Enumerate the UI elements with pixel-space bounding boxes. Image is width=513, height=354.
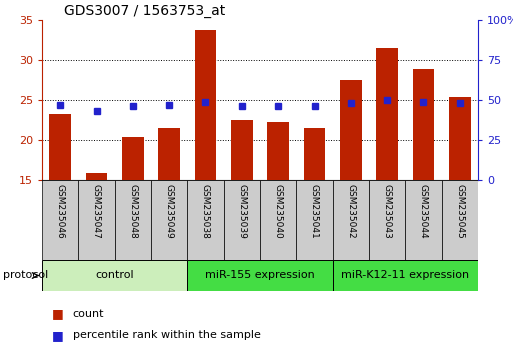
Bar — [369, 180, 405, 260]
Bar — [412, 69, 435, 180]
Bar — [376, 48, 398, 180]
Text: GSM235042: GSM235042 — [346, 184, 356, 239]
Bar — [42, 180, 78, 260]
Bar — [86, 173, 107, 180]
Text: GSM235039: GSM235039 — [238, 184, 246, 239]
Text: GSM235046: GSM235046 — [56, 184, 65, 239]
Bar — [115, 180, 151, 260]
Text: control: control — [95, 270, 134, 280]
Bar — [304, 128, 325, 180]
Bar — [267, 122, 289, 180]
Bar — [231, 120, 253, 180]
Text: GSM235041: GSM235041 — [310, 184, 319, 239]
Bar — [405, 180, 442, 260]
Text: ■: ■ — [52, 308, 64, 320]
Text: GSM235045: GSM235045 — [456, 184, 464, 239]
Bar — [224, 180, 260, 260]
Bar — [340, 80, 362, 180]
Text: GSM235048: GSM235048 — [128, 184, 137, 239]
Text: ■: ■ — [52, 329, 64, 342]
Text: GSM235044: GSM235044 — [419, 184, 428, 239]
Bar — [332, 260, 478, 291]
Text: GSM235043: GSM235043 — [383, 184, 391, 239]
Bar — [122, 137, 144, 180]
Text: GSM235038: GSM235038 — [201, 184, 210, 239]
Bar — [78, 180, 115, 260]
Text: GSM235040: GSM235040 — [273, 184, 283, 239]
Text: GDS3007 / 1563753_at: GDS3007 / 1563753_at — [64, 4, 225, 18]
Bar — [332, 180, 369, 260]
Bar — [187, 180, 224, 260]
Bar — [194, 30, 216, 180]
Text: protocol: protocol — [3, 270, 48, 280]
Bar — [260, 180, 297, 260]
Bar — [297, 180, 332, 260]
Bar — [49, 114, 71, 180]
Bar — [42, 260, 187, 291]
Text: count: count — [73, 309, 104, 319]
Bar — [151, 180, 187, 260]
Text: percentile rank within the sample: percentile rank within the sample — [73, 330, 261, 340]
Bar — [449, 97, 471, 180]
Bar — [159, 128, 180, 180]
Text: miR-155 expression: miR-155 expression — [205, 270, 315, 280]
Text: GSM235047: GSM235047 — [92, 184, 101, 239]
Bar — [187, 260, 332, 291]
Text: GSM235049: GSM235049 — [165, 184, 174, 239]
Text: miR-K12-11 expression: miR-K12-11 expression — [341, 270, 469, 280]
Bar — [442, 180, 478, 260]
